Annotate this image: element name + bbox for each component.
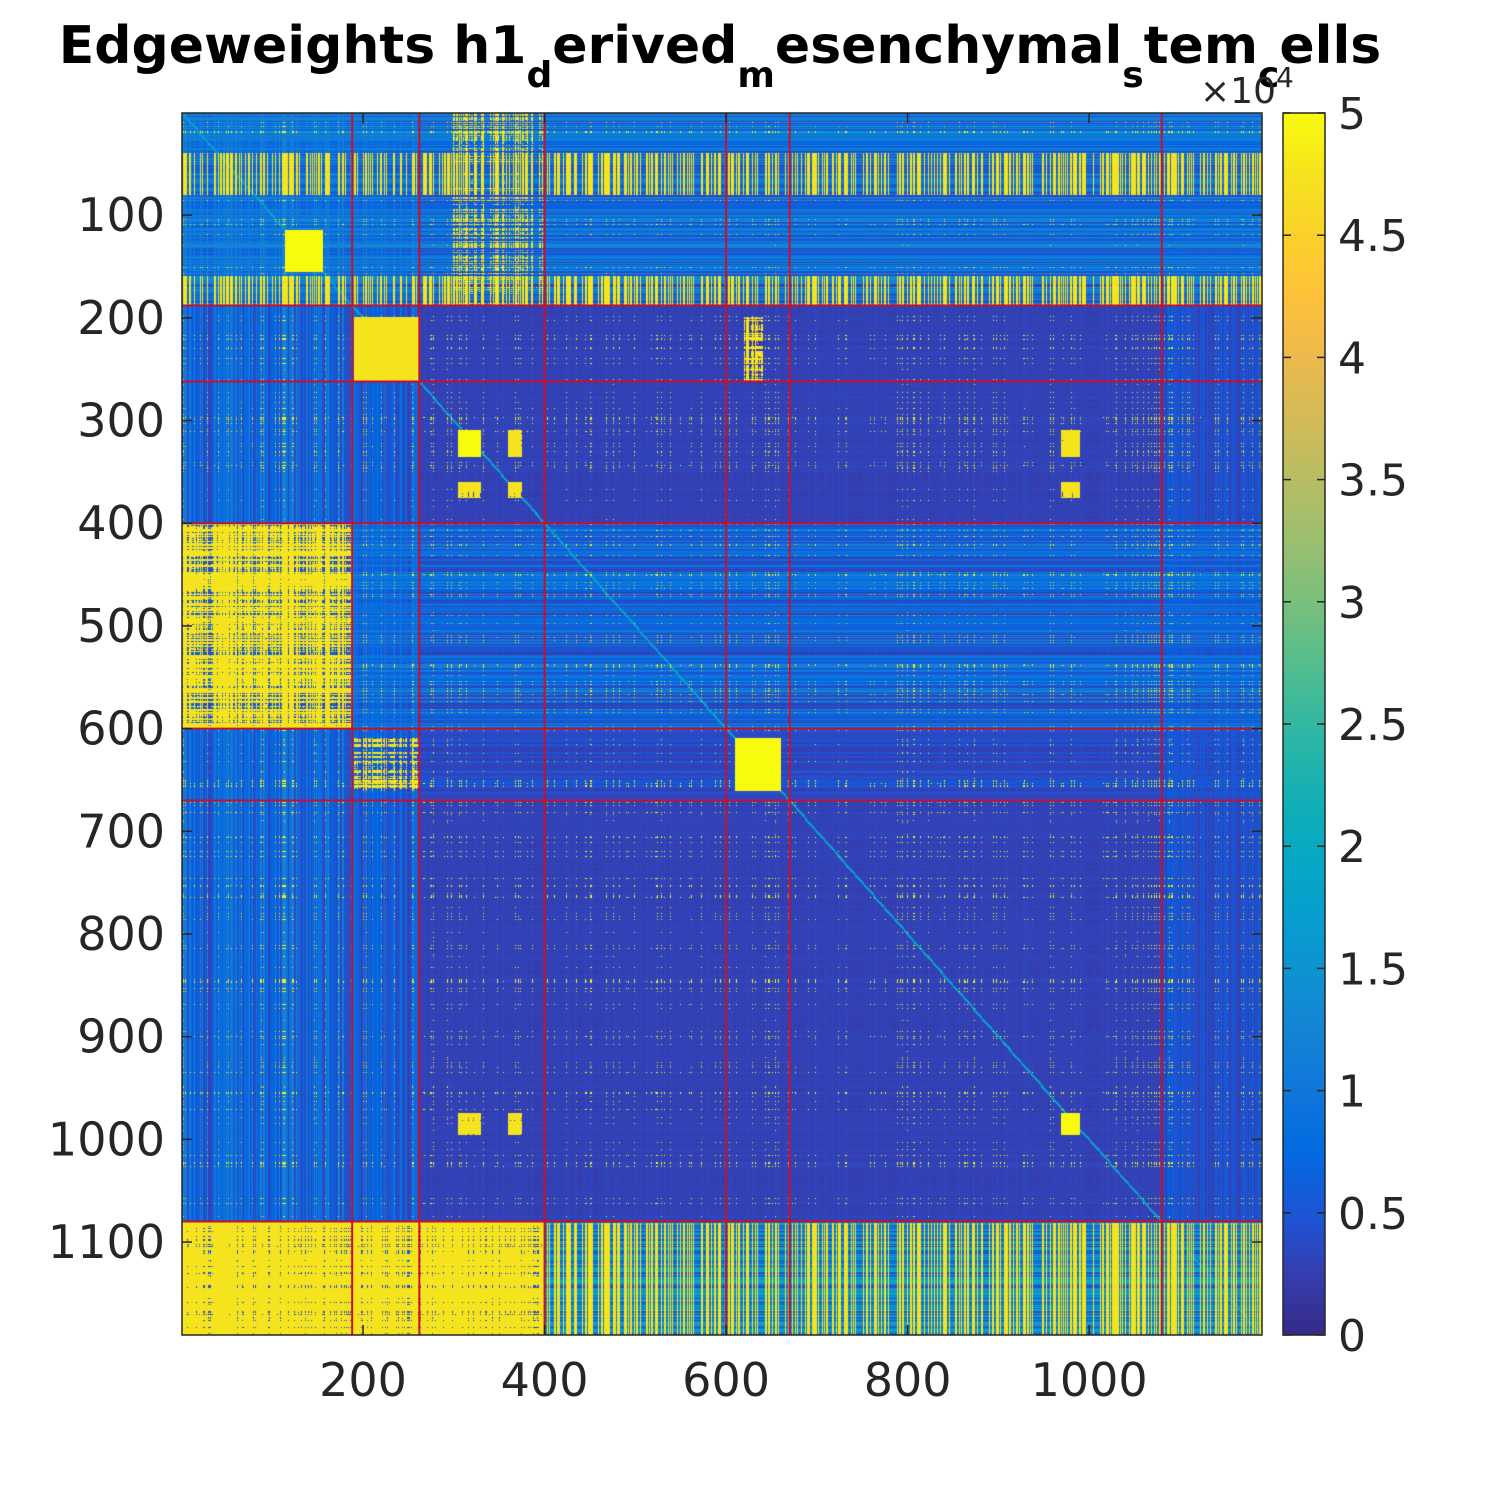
colorbar-exponent-power: 4 (1276, 61, 1294, 94)
title-segment: esenchymal (775, 16, 1122, 76)
colorbar-tick-label: 0.5 (1338, 1189, 1408, 1240)
title-segment: s (1122, 55, 1143, 96)
title-segment: erived (552, 16, 737, 76)
y-tick-label: 200 (77, 291, 165, 345)
y-tick-label: 700 (77, 804, 165, 858)
colorbar-tick-label: 3 (1338, 578, 1366, 629)
colorbar-tick-label: 5 (1338, 89, 1366, 140)
colorbar-exponent-base: ×10 (1200, 71, 1276, 112)
colorbar: 00.511.522.533.544.55 ×104 (1200, 61, 1408, 1362)
title-segment: m (737, 55, 775, 96)
title-segment: d (527, 55, 553, 96)
title-segment: ells (1279, 16, 1381, 76)
y-tick-label: 600 (77, 702, 165, 756)
colorbar-tick-label: 1 (1338, 1067, 1366, 1118)
x-tick-label: 200 (319, 1353, 407, 1407)
y-tick-label: 1000 (48, 1112, 165, 1166)
colorbar-tick-label: 0 (1338, 1311, 1366, 1362)
y-tick-label: 400 (77, 496, 165, 550)
heatmap-canvas-container (182, 113, 1262, 1335)
title-segment: tem (1144, 16, 1258, 76)
title-segment: Edgeweights h1 (59, 16, 527, 76)
plot-frame (181, 112, 1263, 1336)
colorbar-tick-label: 4.5 (1338, 211, 1408, 262)
y-tick-label: 900 (77, 1010, 165, 1064)
chart-title: Edgeweights h1derivedmesenchymalstemcell… (59, 16, 1381, 96)
y-tick-label: 1100 (48, 1215, 165, 1269)
colorbar-tick-label: 1.5 (1338, 944, 1408, 995)
x-tick-label: 600 (682, 1353, 770, 1407)
heatmap-plot-area (181, 112, 1263, 1336)
colorbar-tick-label: 4 (1338, 333, 1366, 384)
colorbar-ticks: 0 0.5 1 1.5 2 2.5 3 3.5 4 4.5 5 (1283, 89, 1408, 1362)
colorbar-tick-label: 2 (1338, 822, 1366, 873)
x-tick-label: 1000 (1031, 1353, 1148, 1407)
x-tick-label: 800 (864, 1353, 952, 1407)
colorbar-exponent: ×104 (1200, 61, 1294, 112)
y-tick-label: 800 (77, 907, 165, 961)
colorbar-tick-label: 3.5 (1338, 456, 1408, 507)
y-tick-label: 300 (77, 394, 165, 448)
y-tick-label: 500 (77, 599, 165, 653)
cluster-boundaries (182, 113, 1262, 1335)
colorbar-tick-label: 2.5 (1338, 700, 1408, 751)
x-tick-label: 400 (501, 1353, 589, 1407)
x-axis: 200 400 600 800 1000 (319, 113, 1148, 1407)
y-tick-label: 100 (77, 188, 165, 242)
y-axis: 100 200 300 400 500 600 700 800 900 1000 1100 (48, 188, 1262, 1269)
title-segment: c (1258, 55, 1279, 96)
